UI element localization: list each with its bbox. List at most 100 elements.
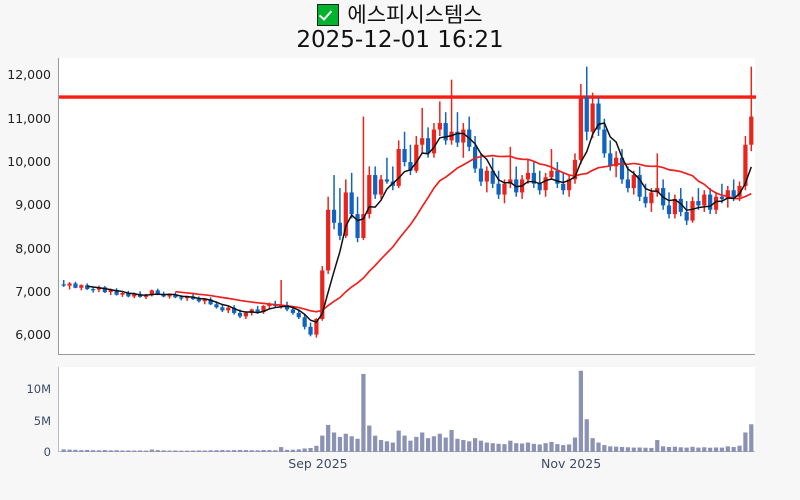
candle-body	[337, 222, 343, 236]
candle-body	[602, 129, 607, 154]
candle-body	[596, 103, 601, 130]
candle-body	[713, 196, 719, 210]
candlestick	[67, 282, 72, 290]
candlestick	[467, 116, 472, 152]
price-tick-label: 8,000	[15, 240, 51, 256]
volume-bar	[625, 447, 630, 452]
title-row: 에스피시스템스	[0, 2, 800, 28]
candle-body	[85, 285, 90, 290]
candle-body	[73, 283, 78, 288]
candle-body	[614, 157, 619, 167]
volume-bar	[137, 450, 143, 452]
volume-bar	[143, 450, 149, 452]
candlestick	[519, 175, 525, 199]
candlestick	[308, 322, 313, 337]
candle-body	[672, 198, 678, 215]
candlestick	[749, 66, 754, 152]
candlestick	[302, 314, 307, 330]
candlestick	[102, 286, 107, 293]
candle-body	[402, 149, 407, 163]
candle-body	[478, 168, 484, 182]
candlestick	[566, 175, 572, 197]
candle-body	[237, 312, 243, 317]
volume-bar	[484, 442, 489, 452]
volume-bar	[208, 450, 213, 452]
candle-body	[396, 149, 401, 186]
volume-bar	[167, 450, 172, 452]
candlestick	[484, 166, 489, 193]
candlestick	[637, 166, 642, 202]
candlestick	[649, 188, 654, 212]
volume-bar	[408, 440, 413, 452]
volume-bar	[666, 446, 672, 452]
volume-bar	[249, 450, 254, 452]
price-tick-label: 10,000	[7, 154, 51, 170]
candle-body	[566, 179, 572, 191]
candlestick	[684, 201, 689, 225]
volume-bar	[590, 438, 595, 452]
candle-body	[267, 304, 272, 307]
candle-body	[302, 317, 307, 327]
volume-bar	[531, 443, 536, 452]
candlestick	[126, 290, 131, 298]
candle-body	[572, 159, 578, 180]
candlestick	[490, 157, 495, 189]
volume-bar	[525, 442, 531, 452]
volume-bar	[414, 436, 419, 452]
candle-body	[320, 270, 325, 320]
volume-bar	[643, 447, 648, 452]
volume-bar	[402, 435, 407, 452]
volume-bar	[555, 444, 560, 452]
volume-bar	[378, 440, 384, 452]
candle-body	[455, 131, 460, 143]
volume-bar	[132, 450, 137, 452]
candlestick	[355, 196, 360, 243]
volume-bar	[749, 424, 754, 452]
volume-bar	[719, 447, 725, 452]
volume-bar	[226, 450, 231, 452]
volume-bar	[566, 444, 572, 452]
volume-bar	[214, 450, 219, 452]
candlestick	[96, 285, 102, 293]
candle-body	[749, 116, 754, 145]
volume-bar	[631, 447, 636, 452]
candle-body	[373, 175, 378, 195]
volume-bar	[596, 442, 601, 452]
price-tick-label: 7,000	[15, 284, 51, 300]
volume-bar	[584, 419, 589, 452]
volume-bar	[431, 436, 437, 452]
volume-bar	[508, 440, 513, 452]
volume-bar	[602, 445, 607, 452]
candle-body	[326, 209, 331, 271]
volume-bar	[79, 450, 84, 452]
candlestick	[61, 279, 66, 287]
candlestick	[514, 166, 519, 197]
timestamp-subtitle: 2025-12-01 16:21	[296, 27, 504, 53]
candlestick	[220, 304, 225, 313]
volume-bar	[396, 430, 401, 452]
candlestick	[678, 188, 683, 217]
volume-bar	[390, 442, 395, 452]
price-chart-svg	[59, 66, 756, 338]
candle-body	[608, 153, 613, 167]
candle-body	[461, 129, 466, 143]
candle-body	[173, 294, 178, 298]
volume-bar	[279, 447, 284, 452]
candlestick	[731, 179, 736, 202]
volume-bar	[543, 443, 548, 452]
candlestick	[455, 112, 460, 147]
candlestick	[561, 172, 566, 195]
candle-body	[120, 292, 125, 295]
volume-bar	[619, 446, 625, 452]
candle-body	[543, 177, 548, 191]
candle-body	[731, 190, 736, 197]
candlestick	[226, 306, 231, 313]
candlestick	[373, 166, 378, 199]
volume-bar	[320, 435, 325, 452]
volume-bar	[85, 449, 90, 452]
candle-body	[220, 307, 225, 311]
candle-body	[102, 287, 107, 293]
candle-body	[666, 205, 672, 215]
candle-body	[61, 284, 66, 286]
volume-tick-label: 5M	[33, 413, 51, 428]
